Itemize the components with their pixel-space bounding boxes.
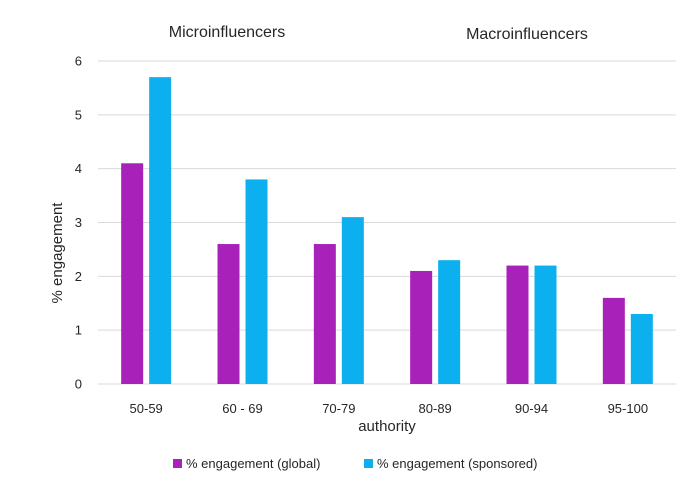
y-axis-ticks: 0 1 2 3 4 5 6: [75, 54, 82, 392]
y-tick-label: 0: [75, 377, 82, 392]
legend-swatch-global: [173, 459, 182, 468]
bar-global: [602, 297, 625, 384]
y-tick-label: 4: [75, 161, 82, 176]
x-tick-label: 80-89: [419, 401, 452, 416]
bar-global: [121, 163, 144, 384]
bar-sponsored: [149, 77, 172, 385]
bar-sponsored: [534, 265, 557, 384]
bar-global: [217, 244, 240, 384]
legend-label-global: % engagement (global): [186, 456, 320, 471]
x-tick-label: 95-100: [608, 401, 648, 416]
bar-sponsored: [438, 260, 461, 384]
bar-sponsored: [341, 217, 364, 384]
group-label-macro: Macroinfluencers: [466, 26, 588, 43]
x-tick-label: 90-94: [515, 401, 548, 416]
bar-sponsored: [630, 314, 653, 384]
y-tick-label: 6: [75, 54, 82, 69]
bar-global: [313, 244, 336, 384]
x-tick-label: 70-79: [322, 401, 355, 416]
y-axis-title: % engagement: [49, 202, 66, 304]
legend-swatch-sponsored: [364, 459, 373, 468]
x-tick-label: 60 - 69: [222, 401, 262, 416]
bar-global: [410, 270, 433, 384]
legend: % engagement (global) % engagement (spon…: [173, 456, 537, 471]
bars: [121, 77, 653, 385]
gridlines: [98, 60, 676, 385]
y-tick-label: 5: [75, 107, 82, 122]
y-tick-label: 3: [75, 215, 82, 230]
y-tick-label: 1: [75, 323, 82, 338]
legend-label-sponsored: % engagement (sponsored): [377, 456, 537, 471]
group-label-micro: Microinfluencers: [169, 24, 285, 41]
bar-sponsored: [245, 179, 268, 384]
y-tick-label: 2: [75, 269, 82, 284]
x-tick-label: 50-59: [130, 401, 163, 416]
x-axis-title: authority: [358, 418, 416, 435]
bar-global: [506, 265, 529, 384]
x-axis-ticks: 50-59 60 - 69 70-79 80-89 90-94 95-100: [130, 401, 649, 416]
